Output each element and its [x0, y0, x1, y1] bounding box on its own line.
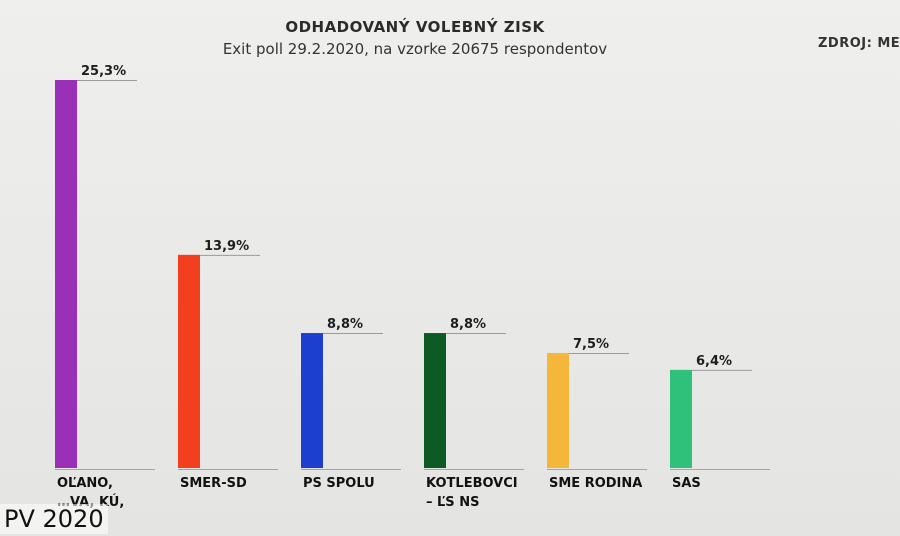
value-label-5: 6,4% — [696, 354, 732, 369]
category-label-5-0: SAS — [672, 476, 701, 491]
value-label-3: 8,8% — [450, 317, 486, 332]
bar-0 — [55, 80, 77, 468]
category-label-2-0: PS SPOLU — [303, 476, 375, 491]
category-label-4-0: SME RODINA — [549, 476, 642, 491]
category-label-3-1: – ĽS NS — [426, 495, 479, 510]
category-label-0-0: OĽANO, — [57, 476, 113, 491]
chart-title: ODHADOVANÝ VOLEBNÝ ZISK — [285, 18, 545, 36]
watermark: PV 2020 — [0, 504, 108, 534]
value-label-4: 7,5% — [573, 337, 609, 352]
value-label-0: 25,3% — [81, 64, 126, 79]
source-label: ZDROJ: MED — [818, 36, 900, 51]
value-label-2: 8,8% — [327, 317, 363, 332]
bar-4 — [547, 352, 569, 468]
bar-2 — [301, 333, 323, 468]
bar-1 — [178, 254, 200, 468]
value-label-1: 13,9% — [204, 239, 249, 254]
chart-subtitle: Exit poll 29.2.2020, na vzorke 20675 res… — [222, 40, 608, 58]
category-label-3-0: KOTLEBOVCI — [426, 476, 518, 491]
bar-5 — [670, 369, 692, 468]
category-label-1-0: SMER-SD — [180, 476, 247, 491]
bar-3 — [424, 333, 446, 468]
